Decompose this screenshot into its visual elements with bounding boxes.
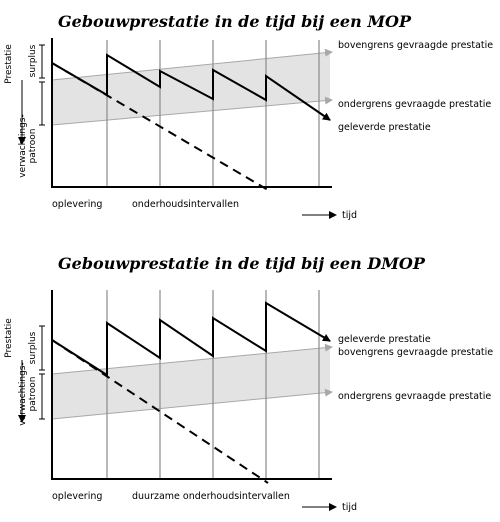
mop-pattern-label-2: patroon [28,129,38,164]
dmop-upper-label: bovengrens gevraagde prestatie [338,347,493,358]
mop-x-start-label: oplevering [52,199,102,210]
dmop-requirement-band [52,347,330,419]
dmop-y-axis-label: Prestatie [4,318,14,358]
dmop-performance-line [51,301,331,377]
mop-performance-line [51,53,331,121]
dmop-x-intervals-label: duurzame onderhoudsintervallen [132,491,290,502]
dmop-band-lower-edge [51,388,333,420]
dmop-pattern-label-2: patroon [28,377,38,412]
mop-x-intervals-label: onderhoudsintervallen [132,199,239,210]
mop-performance-label: geleverde prestatie [338,122,431,133]
dmop-time-label: tijd [342,502,357,513]
mop-surplus-label: surplus [28,44,38,77]
dmop-degradation-line [51,339,269,484]
mop-title: Gebouwprestatie in de tijd bij een MOP [58,12,412,31]
dmop-diagram: Gebouwprestatie in de tijd bij een DMOP … [4,254,493,513]
mop-y-axis-label: Prestatie [4,44,14,84]
mop-degradation-line [51,62,269,191]
dmop-lower-label: ondergrens gevraagde prestatie [338,391,491,402]
mop-band-upper-edge [51,48,333,81]
mop-diagram: Gebouwprestatie in de tijd bij een MOP P… [4,12,493,221]
mop-lower-label: ondergrens gevraagde prestatie [338,99,491,110]
dmop-title: Gebouwprestatie in de tijd bij een DMOP [58,254,426,273]
mop-upper-label: bovengrens gevraagde prestatie [338,40,493,51]
mop-band-lower-edge [51,96,333,126]
mop-time-label: tijd [342,210,357,221]
dmop-performance-label: geleverde prestatie [338,334,431,345]
dmop-x-start-label: oplevering [52,491,102,502]
dmop-surplus-label: surplus [28,331,38,364]
dmop-pattern-label-1: verwachtings- [18,362,28,425]
mop-pattern-label-1: verwachtings- [18,114,28,177]
